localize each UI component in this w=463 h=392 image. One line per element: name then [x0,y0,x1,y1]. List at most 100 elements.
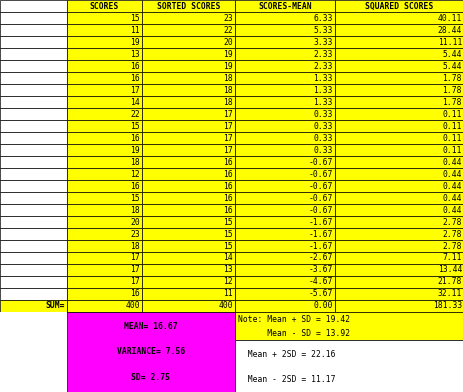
Text: -1.67: -1.67 [308,229,332,238]
Text: 11: 11 [223,290,232,298]
Text: 17: 17 [223,122,232,131]
Text: 1.78: 1.78 [442,85,461,94]
Bar [142,120,234,132]
Text: 2.33: 2.33 [313,49,332,58]
Bar [0,84,67,96]
Text: 5.44: 5.44 [442,49,461,58]
Bar [0,144,67,156]
Bar [234,96,334,108]
Bar [334,252,463,264]
Bar [234,204,334,216]
Bar [142,36,234,48]
Text: 0.44: 0.44 [442,169,461,178]
Bar [67,276,142,288]
Bar [0,36,67,48]
Bar [334,156,463,168]
Bar [67,288,142,300]
Bar [0,72,67,84]
Bar [334,264,463,276]
Text: -1.67: -1.67 [308,241,332,250]
Bar [142,72,234,84]
Bar [234,288,334,300]
Bar [142,228,234,240]
Bar [234,156,334,168]
Bar [334,228,463,240]
Bar [234,276,334,288]
Bar [334,132,463,144]
Text: 16: 16 [130,290,140,298]
Bar [234,340,463,392]
Bar [334,192,463,204]
Bar [334,204,463,216]
Text: 2.78: 2.78 [442,229,461,238]
Bar [142,84,234,96]
Bar [234,312,463,340]
Text: 2.33: 2.33 [313,62,332,71]
Bar [234,72,334,84]
Text: 14: 14 [130,98,140,107]
Bar [0,264,67,276]
Text: 0.00: 0.00 [313,301,332,310]
Text: SD= 2.75: SD= 2.75 [131,373,170,382]
Bar [334,144,463,156]
Bar [334,12,463,24]
Bar [234,0,334,12]
Bar [67,72,142,84]
Text: 400: 400 [125,301,140,310]
Bar [0,96,67,108]
Bar [334,48,463,60]
Text: 11.11: 11.11 [437,38,461,47]
Text: 0.33: 0.33 [313,109,332,118]
Text: 19: 19 [130,145,140,154]
Bar [142,180,234,192]
Bar [67,132,142,144]
Bar [234,84,334,96]
Bar [142,264,234,276]
Bar [142,60,234,72]
Text: 18: 18 [130,241,140,250]
Bar [142,276,234,288]
Bar [234,36,334,48]
Text: 0.44: 0.44 [442,181,461,191]
Text: 0.33: 0.33 [313,145,332,154]
Bar [67,216,142,228]
Text: 16: 16 [223,181,232,191]
Bar [0,12,67,24]
Bar [234,300,334,312]
Bar [0,156,67,168]
Bar [334,84,463,96]
Text: 15: 15 [223,229,232,238]
Bar [142,24,234,36]
Bar [142,192,234,204]
Bar [234,168,334,180]
Text: 17: 17 [130,85,140,94]
Text: 1.33: 1.33 [313,74,332,82]
Bar [0,228,67,240]
Text: 17: 17 [130,278,140,287]
Text: -5.67: -5.67 [308,290,332,298]
Text: 1.33: 1.33 [313,85,332,94]
Bar [142,144,234,156]
Text: 6.33: 6.33 [313,13,332,22]
Bar [67,168,142,180]
Text: -4.67: -4.67 [308,278,332,287]
Text: 15: 15 [130,194,140,203]
Text: 16: 16 [130,62,140,71]
Bar [67,108,142,120]
Text: SCORES: SCORES [90,2,119,11]
Bar [67,84,142,96]
Text: 18: 18 [223,98,232,107]
Bar [67,48,142,60]
Bar [67,228,142,240]
Bar [0,24,67,36]
Bar [0,132,67,144]
Text: 7.11: 7.11 [442,254,461,263]
Text: -1.67: -1.67 [308,218,332,227]
Bar [142,48,234,60]
Bar [0,216,67,228]
Text: 13.44: 13.44 [437,265,461,274]
Bar [334,24,463,36]
Bar [334,240,463,252]
Text: 40.11: 40.11 [437,13,461,22]
Bar [142,12,234,24]
